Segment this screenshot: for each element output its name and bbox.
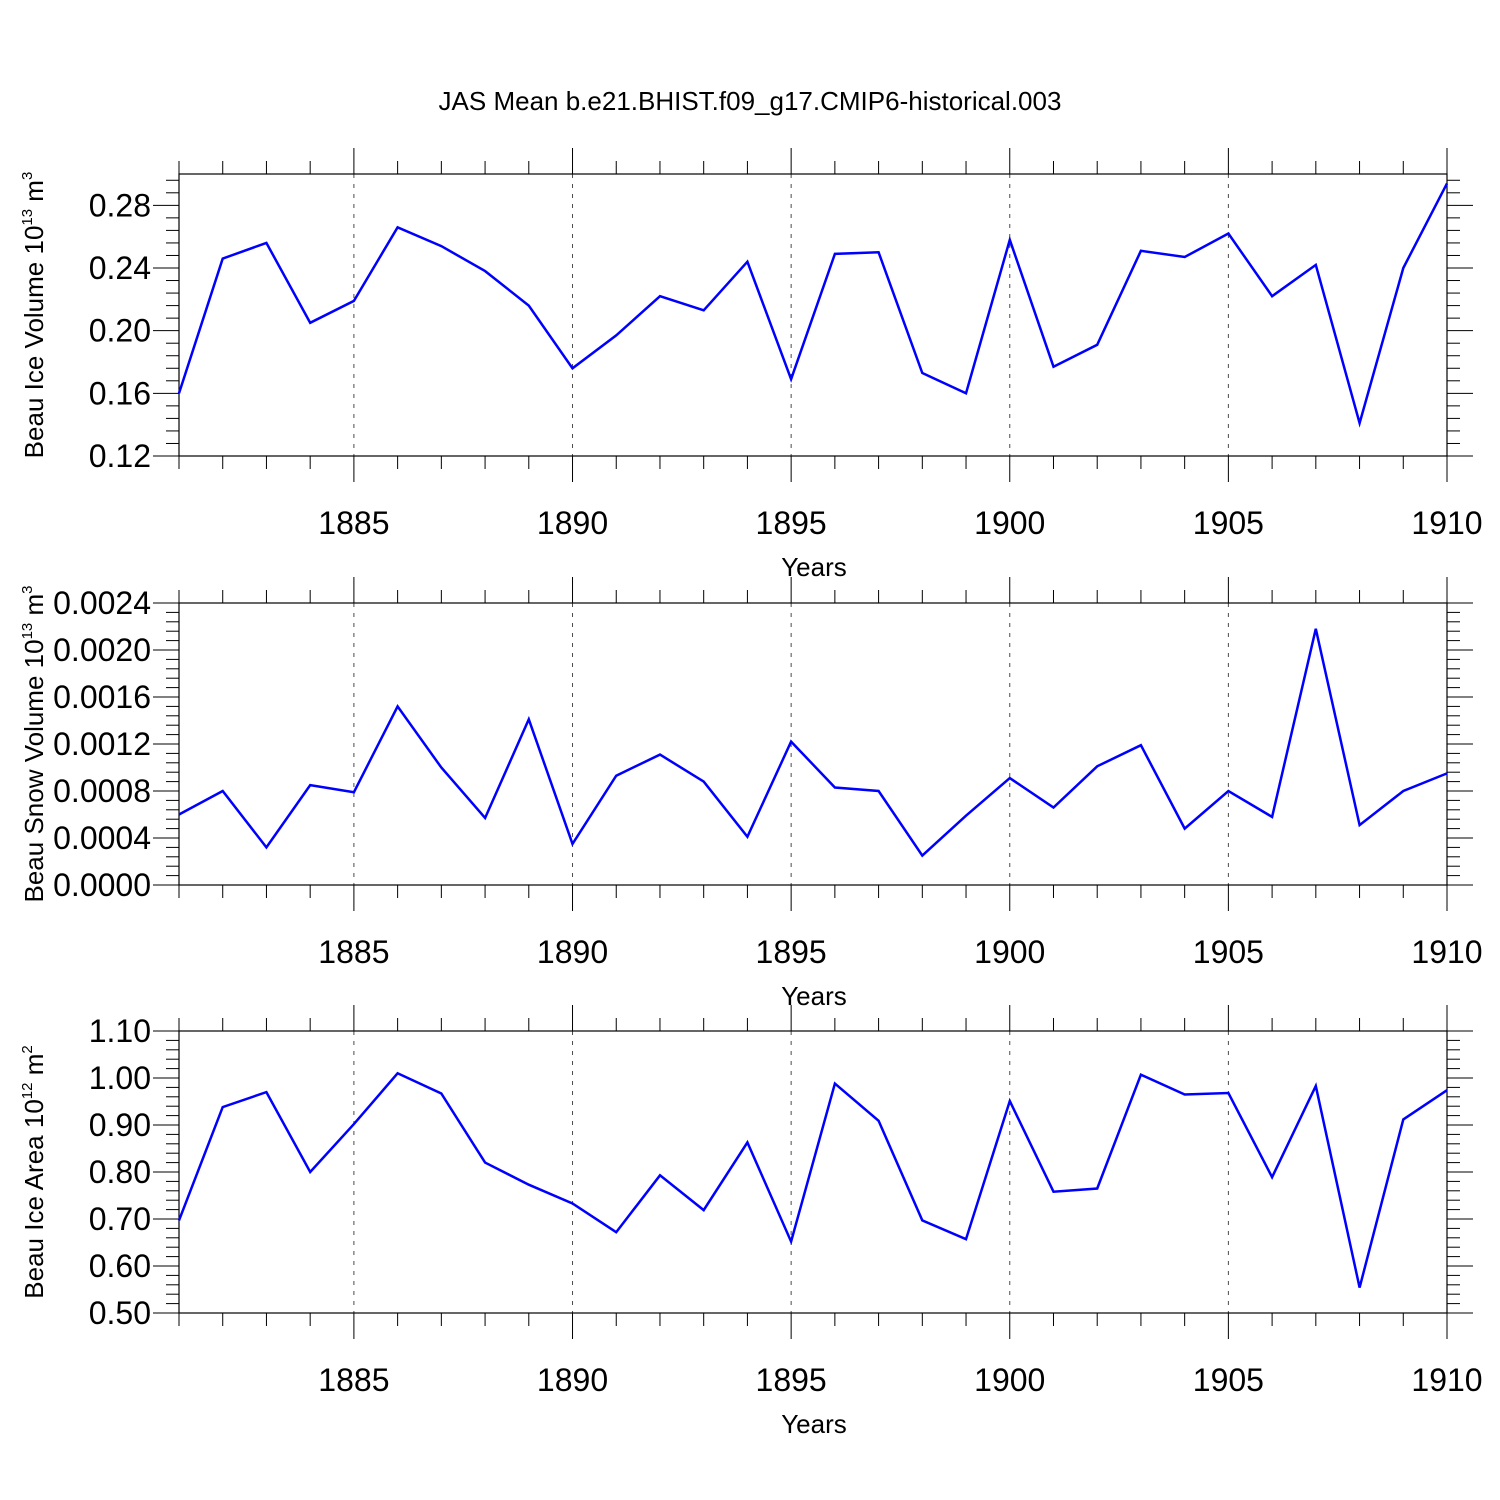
x-axis-label: Years bbox=[781, 1409, 847, 1439]
x-tick-label: 1910 bbox=[1411, 934, 1482, 970]
y-tick-label: 0.90 bbox=[89, 1107, 151, 1143]
y-tick-label: 1.10 bbox=[89, 1013, 151, 1049]
y-axis-label-text: Beau Ice Volume 10 bbox=[19, 226, 49, 459]
y-axis-label-exponent: 13 bbox=[19, 623, 36, 640]
y-tick-label: 0.0004 bbox=[53, 820, 151, 856]
y-axis-label: Beau Ice Area 1012 m2 bbox=[19, 1045, 49, 1298]
x-axis-label: Years bbox=[781, 981, 847, 1011]
y-tick-label: 0.80 bbox=[89, 1154, 151, 1190]
x-axis-label: Years bbox=[781, 552, 847, 582]
y-axis-label-unit-exponent: 2 bbox=[19, 1045, 36, 1053]
y-tick-label: 0.12 bbox=[89, 438, 151, 474]
x-tick-label: 1890 bbox=[537, 1362, 608, 1398]
panels: 1885 1890 1895 1900 1905 1910 0.12 0.16 0.20 0.24… bbox=[19, 148, 1483, 1439]
y-axis-label: Beau Ice Volume 1013 m3 bbox=[19, 172, 49, 459]
x-tick-label: 1895 bbox=[756, 505, 827, 541]
x-tick-label: 1895 bbox=[756, 1362, 827, 1398]
x-tick-label: 1910 bbox=[1411, 505, 1482, 541]
y-tick-label: 0.0008 bbox=[53, 773, 151, 809]
y-tick-label: 0.28 bbox=[89, 187, 151, 223]
y-axis-label: Beau Snow Volume 1013 m3 bbox=[19, 586, 49, 903]
y-tick-label: 0.50 bbox=[89, 1295, 151, 1331]
x-tick-label: 1905 bbox=[1193, 505, 1264, 541]
y-tick-label: 0.24 bbox=[89, 250, 151, 286]
x-tick-label: 1885 bbox=[318, 1362, 389, 1398]
y-axis-label-unit-exponent: 3 bbox=[19, 586, 36, 594]
y-axis-label-unit-exponent: 3 bbox=[19, 172, 36, 180]
y-tick-label: 0.20 bbox=[89, 313, 151, 349]
panel-3: 1885 1890 1895 1900 1905 1910 0.50 0.60 0.70 0.80… bbox=[19, 1005, 1483, 1439]
series-line bbox=[177, 1071, 1448, 1288]
series-line bbox=[177, 182, 1449, 428]
y-tick-label: 1.00 bbox=[89, 1060, 151, 1096]
x-tick-label: 1885 bbox=[318, 934, 389, 970]
x-tick-label: 1885 bbox=[318, 505, 389, 541]
y-axis-label-text: Beau Snow Volume 10 bbox=[19, 639, 49, 902]
x-tick-label: 1900 bbox=[974, 505, 1045, 541]
y-axis-label-exponent: 13 bbox=[19, 209, 36, 226]
y-axis-label-unit: m bbox=[19, 594, 49, 623]
panel-1: 1885 1890 1895 1900 1905 1910 0.12 0.16 0.20 0.24… bbox=[19, 148, 1483, 582]
x-tick-label: 1895 bbox=[756, 934, 827, 970]
series-line bbox=[178, 628, 1448, 858]
y-tick-label: 0.16 bbox=[89, 375, 151, 411]
y-tick-label: 0.0024 bbox=[53, 585, 151, 621]
y-tick-label: 0.0016 bbox=[53, 679, 151, 715]
x-tick-label: 1890 bbox=[537, 934, 608, 970]
figure-title: JAS Mean b.e21.BHIST.f09_g17.CMIP6-histo… bbox=[439, 86, 1062, 116]
x-tick-label: 1905 bbox=[1193, 1362, 1264, 1398]
y-axis-label-text: Beau Ice Area 10 bbox=[19, 1099, 49, 1298]
y-tick-label: 0.70 bbox=[89, 1201, 151, 1237]
y-tick-label: 0.0020 bbox=[53, 632, 151, 668]
y-tick-label: 0.0000 bbox=[53, 867, 151, 903]
plot-frame bbox=[178, 173, 1448, 457]
x-tick-label: 1905 bbox=[1193, 934, 1264, 970]
y-tick-label: 0.0012 bbox=[53, 726, 151, 762]
panel-2: 1885 1890 1895 1900 1905 1910 0.0000 0.0004 0.00… bbox=[19, 577, 1483, 1011]
y-axis-label-exponent: 12 bbox=[19, 1083, 36, 1100]
y-axis-label-unit: m bbox=[19, 180, 49, 209]
x-tick-label: 1910 bbox=[1411, 1362, 1482, 1398]
x-tick-label: 1890 bbox=[537, 505, 608, 541]
x-tick-label: 1900 bbox=[974, 934, 1045, 970]
y-tick-label: 0.60 bbox=[89, 1248, 151, 1284]
x-tick-label: 1900 bbox=[974, 1362, 1045, 1398]
y-axis-label-unit: m bbox=[19, 1054, 49, 1083]
